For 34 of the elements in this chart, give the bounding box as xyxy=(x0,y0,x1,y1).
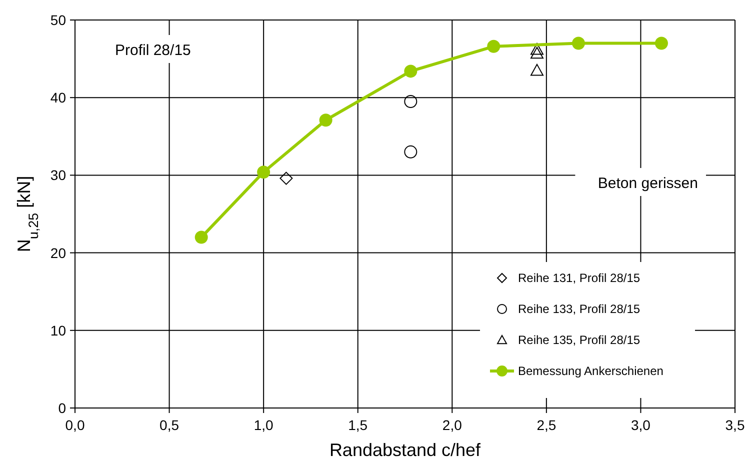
point xyxy=(530,64,544,76)
annotation: Profil 28/15 xyxy=(115,42,191,59)
y-tick-label: 20 xyxy=(50,244,66,261)
point xyxy=(654,36,668,50)
x-tick-label: 3,5 xyxy=(725,417,745,433)
y-tick-label: 10 xyxy=(50,322,66,338)
y-tick-label: 50 xyxy=(50,12,66,28)
point xyxy=(530,46,544,59)
y-tick-label: 0 xyxy=(58,400,66,416)
point xyxy=(487,40,500,53)
y-tick-label: 40 xyxy=(50,90,66,106)
x-tick-label: 3,0 xyxy=(630,417,651,433)
point xyxy=(194,230,208,244)
point xyxy=(404,64,418,78)
legend-label: Bemessung Ankerschienen xyxy=(518,364,664,378)
x-tick-label: 0,5 xyxy=(160,417,180,433)
x-tick-label: 2,5 xyxy=(536,417,556,433)
point xyxy=(530,42,544,55)
point xyxy=(404,94,418,108)
x-tick-label: 0,0 xyxy=(65,417,85,433)
point xyxy=(280,172,293,185)
y-tick-label: 30 xyxy=(50,167,66,184)
legend-label: Reihe 133, Profil 28/15 xyxy=(518,302,640,316)
annotation: Beton gerissen xyxy=(598,175,698,192)
x-tick-label: 2,0 xyxy=(442,417,462,433)
point xyxy=(257,166,270,179)
x-tick-label: 1,5 xyxy=(348,417,368,433)
point xyxy=(572,36,585,50)
legend-label: Reihe 131, Profil 28/15 xyxy=(518,271,640,285)
point xyxy=(404,145,418,158)
point xyxy=(319,114,332,127)
x-axis-title: Randabstand c/hef xyxy=(329,440,482,460)
legend-label: Reihe 135, Profil 28/15 xyxy=(518,333,640,347)
x-tick-label: 1,0 xyxy=(254,417,274,433)
